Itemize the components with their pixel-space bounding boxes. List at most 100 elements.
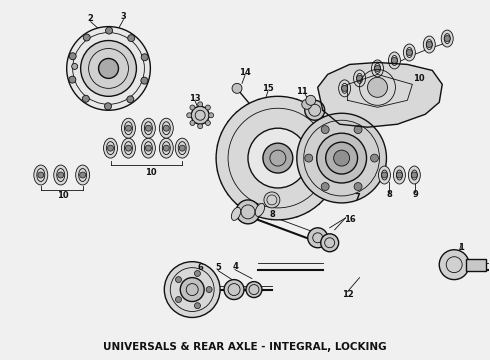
Circle shape (191, 106, 209, 124)
Text: 10: 10 (414, 74, 425, 83)
Circle shape (321, 126, 329, 134)
Circle shape (195, 303, 200, 309)
Ellipse shape (371, 60, 384, 77)
Circle shape (342, 85, 347, 91)
Circle shape (127, 96, 134, 103)
Circle shape (83, 34, 90, 41)
Circle shape (354, 183, 362, 190)
Text: 10: 10 (145, 167, 156, 176)
Text: 10: 10 (57, 192, 69, 201)
Circle shape (146, 125, 151, 131)
Ellipse shape (122, 118, 135, 138)
Text: 11: 11 (296, 87, 308, 96)
Circle shape (197, 102, 203, 107)
Circle shape (205, 105, 210, 110)
Circle shape (306, 95, 316, 105)
Circle shape (297, 113, 387, 203)
Circle shape (368, 77, 388, 97)
Ellipse shape (175, 138, 189, 158)
Circle shape (236, 200, 260, 224)
Circle shape (439, 250, 469, 280)
Circle shape (163, 145, 169, 151)
Text: UNIVERSALS & REAR AXLE - INTEGRAL, LOCKING: UNIVERSALS & REAR AXLE - INTEGRAL, LOCKI… (103, 342, 387, 352)
Circle shape (326, 142, 358, 174)
Circle shape (216, 96, 340, 220)
Circle shape (67, 27, 150, 110)
Circle shape (256, 104, 264, 112)
Text: 6: 6 (197, 263, 203, 272)
Circle shape (246, 282, 262, 298)
Circle shape (248, 128, 308, 188)
Circle shape (264, 192, 280, 208)
Circle shape (232, 84, 242, 93)
Circle shape (374, 66, 380, 71)
Text: 8: 8 (269, 210, 275, 219)
Ellipse shape (423, 36, 435, 53)
Circle shape (125, 145, 131, 151)
Text: 7: 7 (355, 193, 361, 202)
Circle shape (205, 121, 210, 126)
Circle shape (69, 53, 76, 60)
Text: 15: 15 (262, 84, 274, 93)
Circle shape (38, 172, 44, 178)
Bar (466, 259, 486, 271)
Text: 13: 13 (189, 94, 201, 103)
Circle shape (141, 54, 148, 61)
Text: 1: 1 (458, 243, 464, 252)
Circle shape (125, 125, 131, 131)
Circle shape (187, 113, 192, 118)
Ellipse shape (408, 166, 420, 184)
Ellipse shape (54, 165, 68, 185)
Circle shape (206, 287, 212, 293)
Circle shape (141, 77, 148, 84)
Circle shape (175, 297, 181, 302)
Circle shape (190, 105, 195, 110)
Circle shape (302, 99, 312, 109)
Circle shape (444, 36, 450, 41)
Ellipse shape (354, 70, 366, 87)
Text: 14: 14 (239, 68, 251, 77)
Circle shape (164, 262, 220, 318)
Circle shape (175, 276, 181, 283)
Circle shape (263, 143, 293, 173)
Ellipse shape (255, 203, 265, 216)
Circle shape (357, 75, 363, 81)
Ellipse shape (142, 118, 155, 138)
Polygon shape (318, 62, 442, 127)
Circle shape (104, 103, 112, 110)
Text: 16: 16 (343, 215, 355, 224)
Ellipse shape (378, 166, 391, 184)
Ellipse shape (339, 80, 350, 97)
Circle shape (321, 234, 339, 252)
Circle shape (81, 41, 136, 96)
Circle shape (334, 150, 349, 166)
Circle shape (370, 154, 378, 162)
Circle shape (146, 145, 151, 151)
Ellipse shape (34, 165, 48, 185)
Circle shape (392, 58, 397, 63)
Circle shape (80, 172, 86, 178)
Circle shape (179, 145, 185, 151)
Ellipse shape (389, 52, 400, 69)
Circle shape (163, 125, 169, 131)
Circle shape (321, 183, 329, 190)
Ellipse shape (159, 138, 173, 158)
Text: 5: 5 (215, 263, 221, 272)
Ellipse shape (441, 30, 453, 47)
Circle shape (82, 95, 89, 102)
Circle shape (128, 35, 135, 42)
Circle shape (317, 133, 367, 183)
Circle shape (72, 63, 77, 69)
Circle shape (305, 100, 325, 120)
Ellipse shape (403, 44, 416, 61)
Text: 4: 4 (232, 262, 238, 271)
Circle shape (382, 172, 388, 178)
Text: 2: 2 (88, 14, 94, 23)
Circle shape (69, 76, 76, 83)
Ellipse shape (103, 138, 118, 158)
Ellipse shape (122, 138, 135, 158)
Text: 12: 12 (342, 290, 353, 299)
Circle shape (180, 278, 204, 302)
Circle shape (195, 270, 200, 276)
Circle shape (107, 145, 114, 151)
